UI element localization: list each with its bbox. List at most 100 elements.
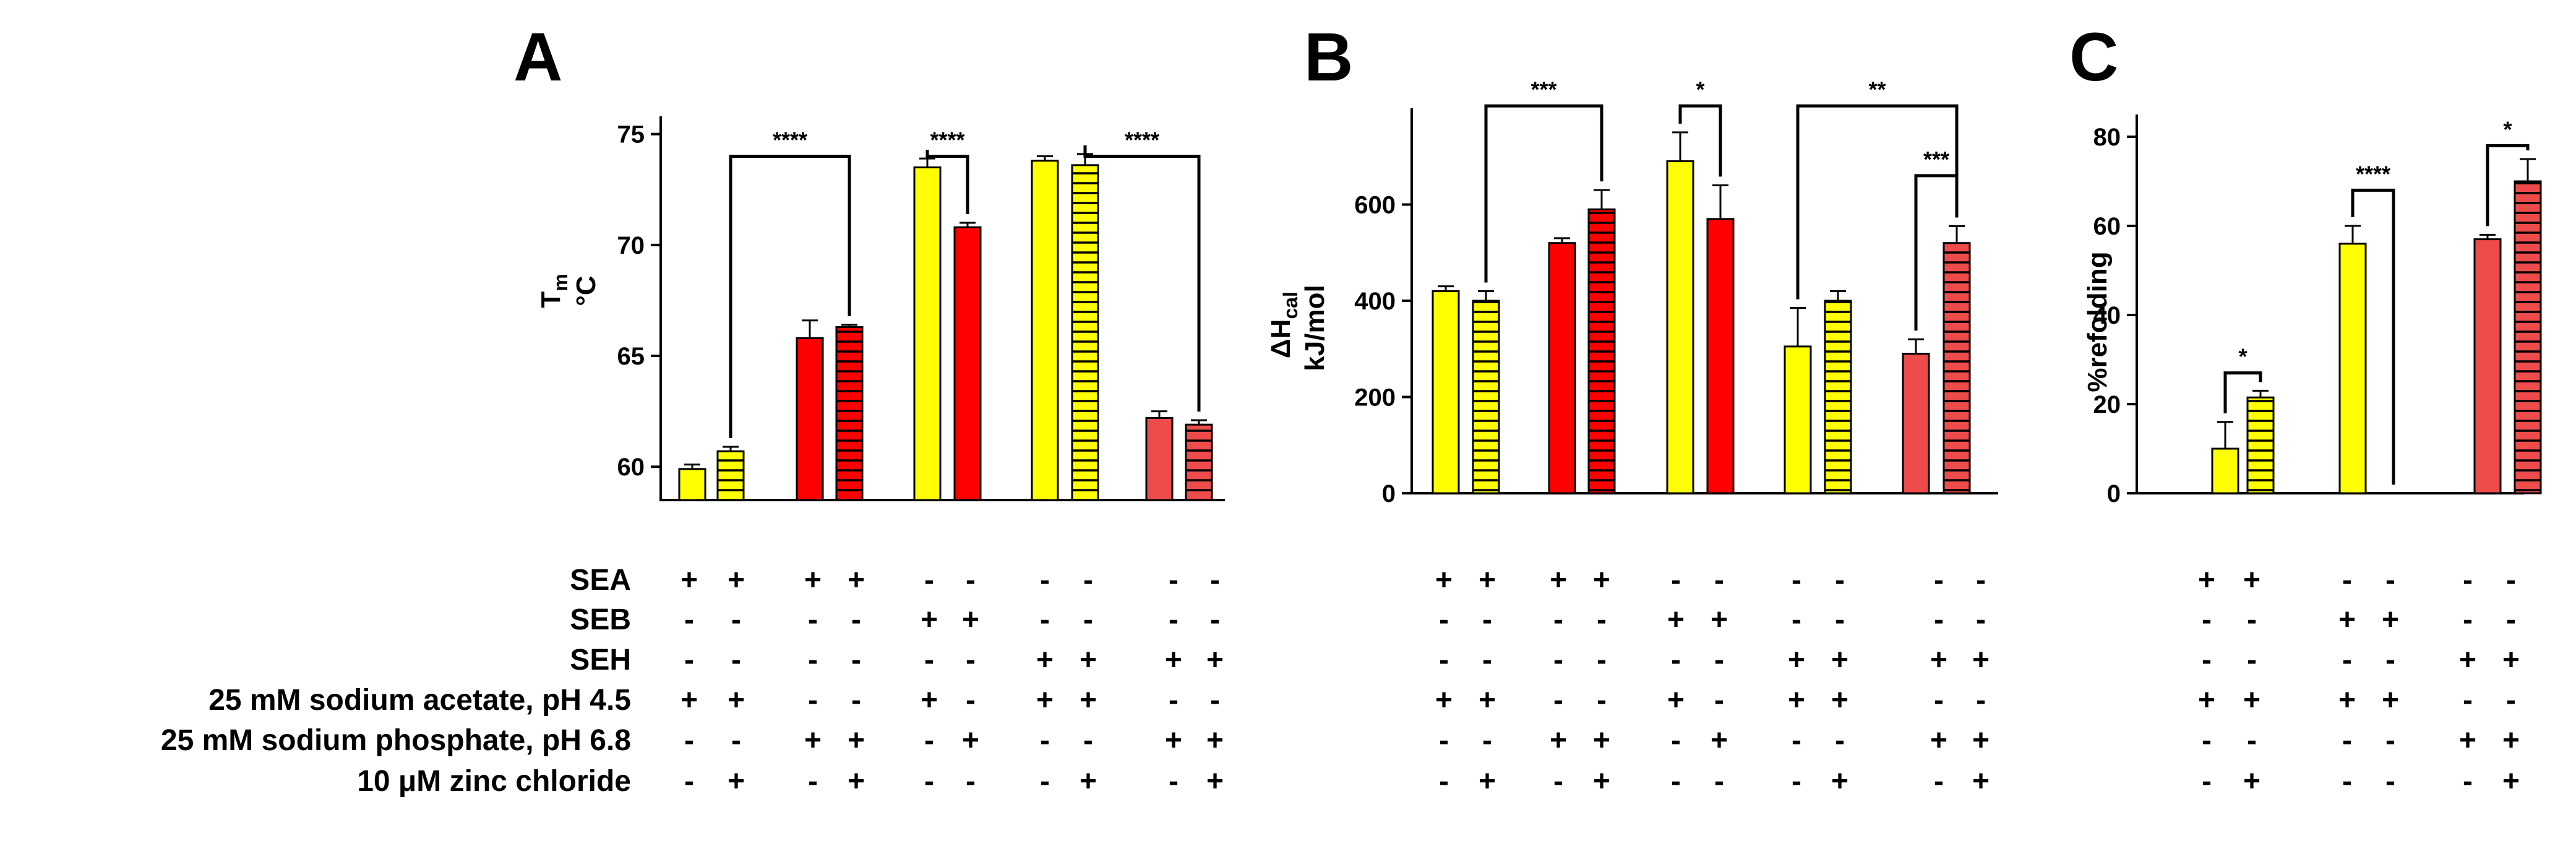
condition-sign: - [2202,644,2212,676]
condition-sign: - [2385,765,2395,798]
significance-label: ** [1868,77,1886,102]
condition-sign: + [1831,644,1848,676]
condition-sign: - [1976,564,1986,597]
condition-sign: + [2382,603,2399,636]
condition-sign: + [1550,724,1567,757]
panel-b-bar-5 [1666,160,1694,494]
y-tick-label: 40 [2093,302,2121,329]
y-tick-label: 75 [617,121,645,149]
condition-sign: - [1671,724,1681,757]
condition-sign: + [1972,765,1990,798]
condition-label: 25 mM sodium phosphate, pH 6.8 [161,724,631,757]
condition-sign: + [680,564,698,597]
condition-sign: - [2202,765,2212,798]
condition-sign: - [1439,644,1449,676]
condition-sign: - [1169,603,1179,636]
y-tick-label: 65 [617,343,645,370]
condition-sign: - [2463,603,2473,636]
condition-sign: - [1040,765,1050,798]
condition-sign: + [1593,765,1610,798]
condition-label: 10 μM zinc chloride [357,765,631,798]
condition-sign: - [2506,684,2516,717]
panel-c-bar-1 [2211,447,2239,494]
panel-b-bar-9 [1902,353,1930,494]
condition-sign: - [1976,684,1986,717]
condition-sign: + [728,765,745,798]
condition-sign: + [1479,684,1496,717]
panel-c-bar-3 [2338,243,2367,494]
condition-label: SEH [570,644,631,676]
condition-sign: - [1083,724,1093,757]
condition-sign: - [1597,644,1607,676]
y-axis-label: %refolding [2082,251,2113,392]
condition-sign: - [808,684,818,717]
significance-bracket [2223,371,2262,413]
condition-sign: + [1479,765,1496,798]
condition-sign: - [2342,724,2352,757]
condition-sign: - [1597,684,1607,717]
panel-a-bar-5 [913,166,942,501]
condition-sign: - [2506,564,2516,597]
condition-sign: + [921,684,938,717]
condition-sign: - [2342,644,2352,676]
y-tick-label: 200 [1354,384,1396,412]
condition-sign: - [1210,564,1220,597]
condition-sign: + [1080,765,1097,798]
panel-letter-a: A [513,19,562,95]
condition-sign: - [2247,603,2257,636]
condition-sign: + [1831,684,1848,717]
condition-sign: + [1435,564,1453,597]
condition-sign: - [1210,684,1220,717]
condition-sign: - [851,644,861,676]
condition-sign: + [2382,684,2399,717]
condition-sign: - [1169,564,1179,597]
significance-label: **** [2356,161,2390,186]
condition-sign: - [1714,684,1724,717]
condition-label: 25 mM sodium acetate, pH 4.5 [208,684,631,717]
significance-label: **** [1125,127,1159,153]
condition-sign: + [1788,684,1805,717]
panel-b-bar-3 [1548,242,1576,494]
significance-label: *** [1923,147,1949,172]
panel-b-bar-4 [1587,208,1616,494]
condition-sign: - [1714,564,1724,597]
condition-sign: + [1479,564,1496,597]
condition-sign: - [1439,765,1449,798]
significance-label: *** [1531,77,1556,102]
condition-sign: + [1831,765,1848,798]
panel-a-bar-7 [1031,160,1059,501]
panel-a-bar-10 [1185,423,1213,501]
condition-sign: - [1934,684,1944,717]
condition-sign: + [2338,603,2356,636]
y-tick-label: 70 [617,232,645,259]
condition-sign: + [2243,684,2260,717]
condition-sign: + [2502,644,2520,676]
condition-sign: - [2463,564,2473,597]
condition-sign: - [2385,724,2395,757]
significance-bracket [1914,174,1959,331]
condition-sign: - [1553,644,1563,676]
condition-sign: + [728,564,745,597]
condition-sign: - [851,603,861,636]
condition-sign: - [1792,724,1801,757]
panel-b-bar-1 [1432,290,1460,494]
significance-bracket [1678,104,1722,177]
panel-b-bar-7 [1784,345,1812,494]
condition-label: SEB [570,603,631,636]
condition-sign: - [966,684,976,717]
condition-sign: - [1976,603,1986,636]
condition-sign: - [1169,765,1179,798]
condition-sign: - [1714,765,1724,798]
significance-bracket [1796,104,1959,300]
condition-sign: - [731,603,741,636]
condition-sign: - [1482,644,1492,676]
condition-sign: - [1835,564,1845,597]
condition-sign: + [1550,564,1567,597]
y-tick-label: 400 [1354,288,1396,315]
condition-sign: - [1040,603,1050,636]
significance-label: * [2238,344,2247,369]
condition-sign: + [2243,765,2260,798]
condition-sign: - [1553,684,1563,717]
condition-sign: + [728,684,745,717]
